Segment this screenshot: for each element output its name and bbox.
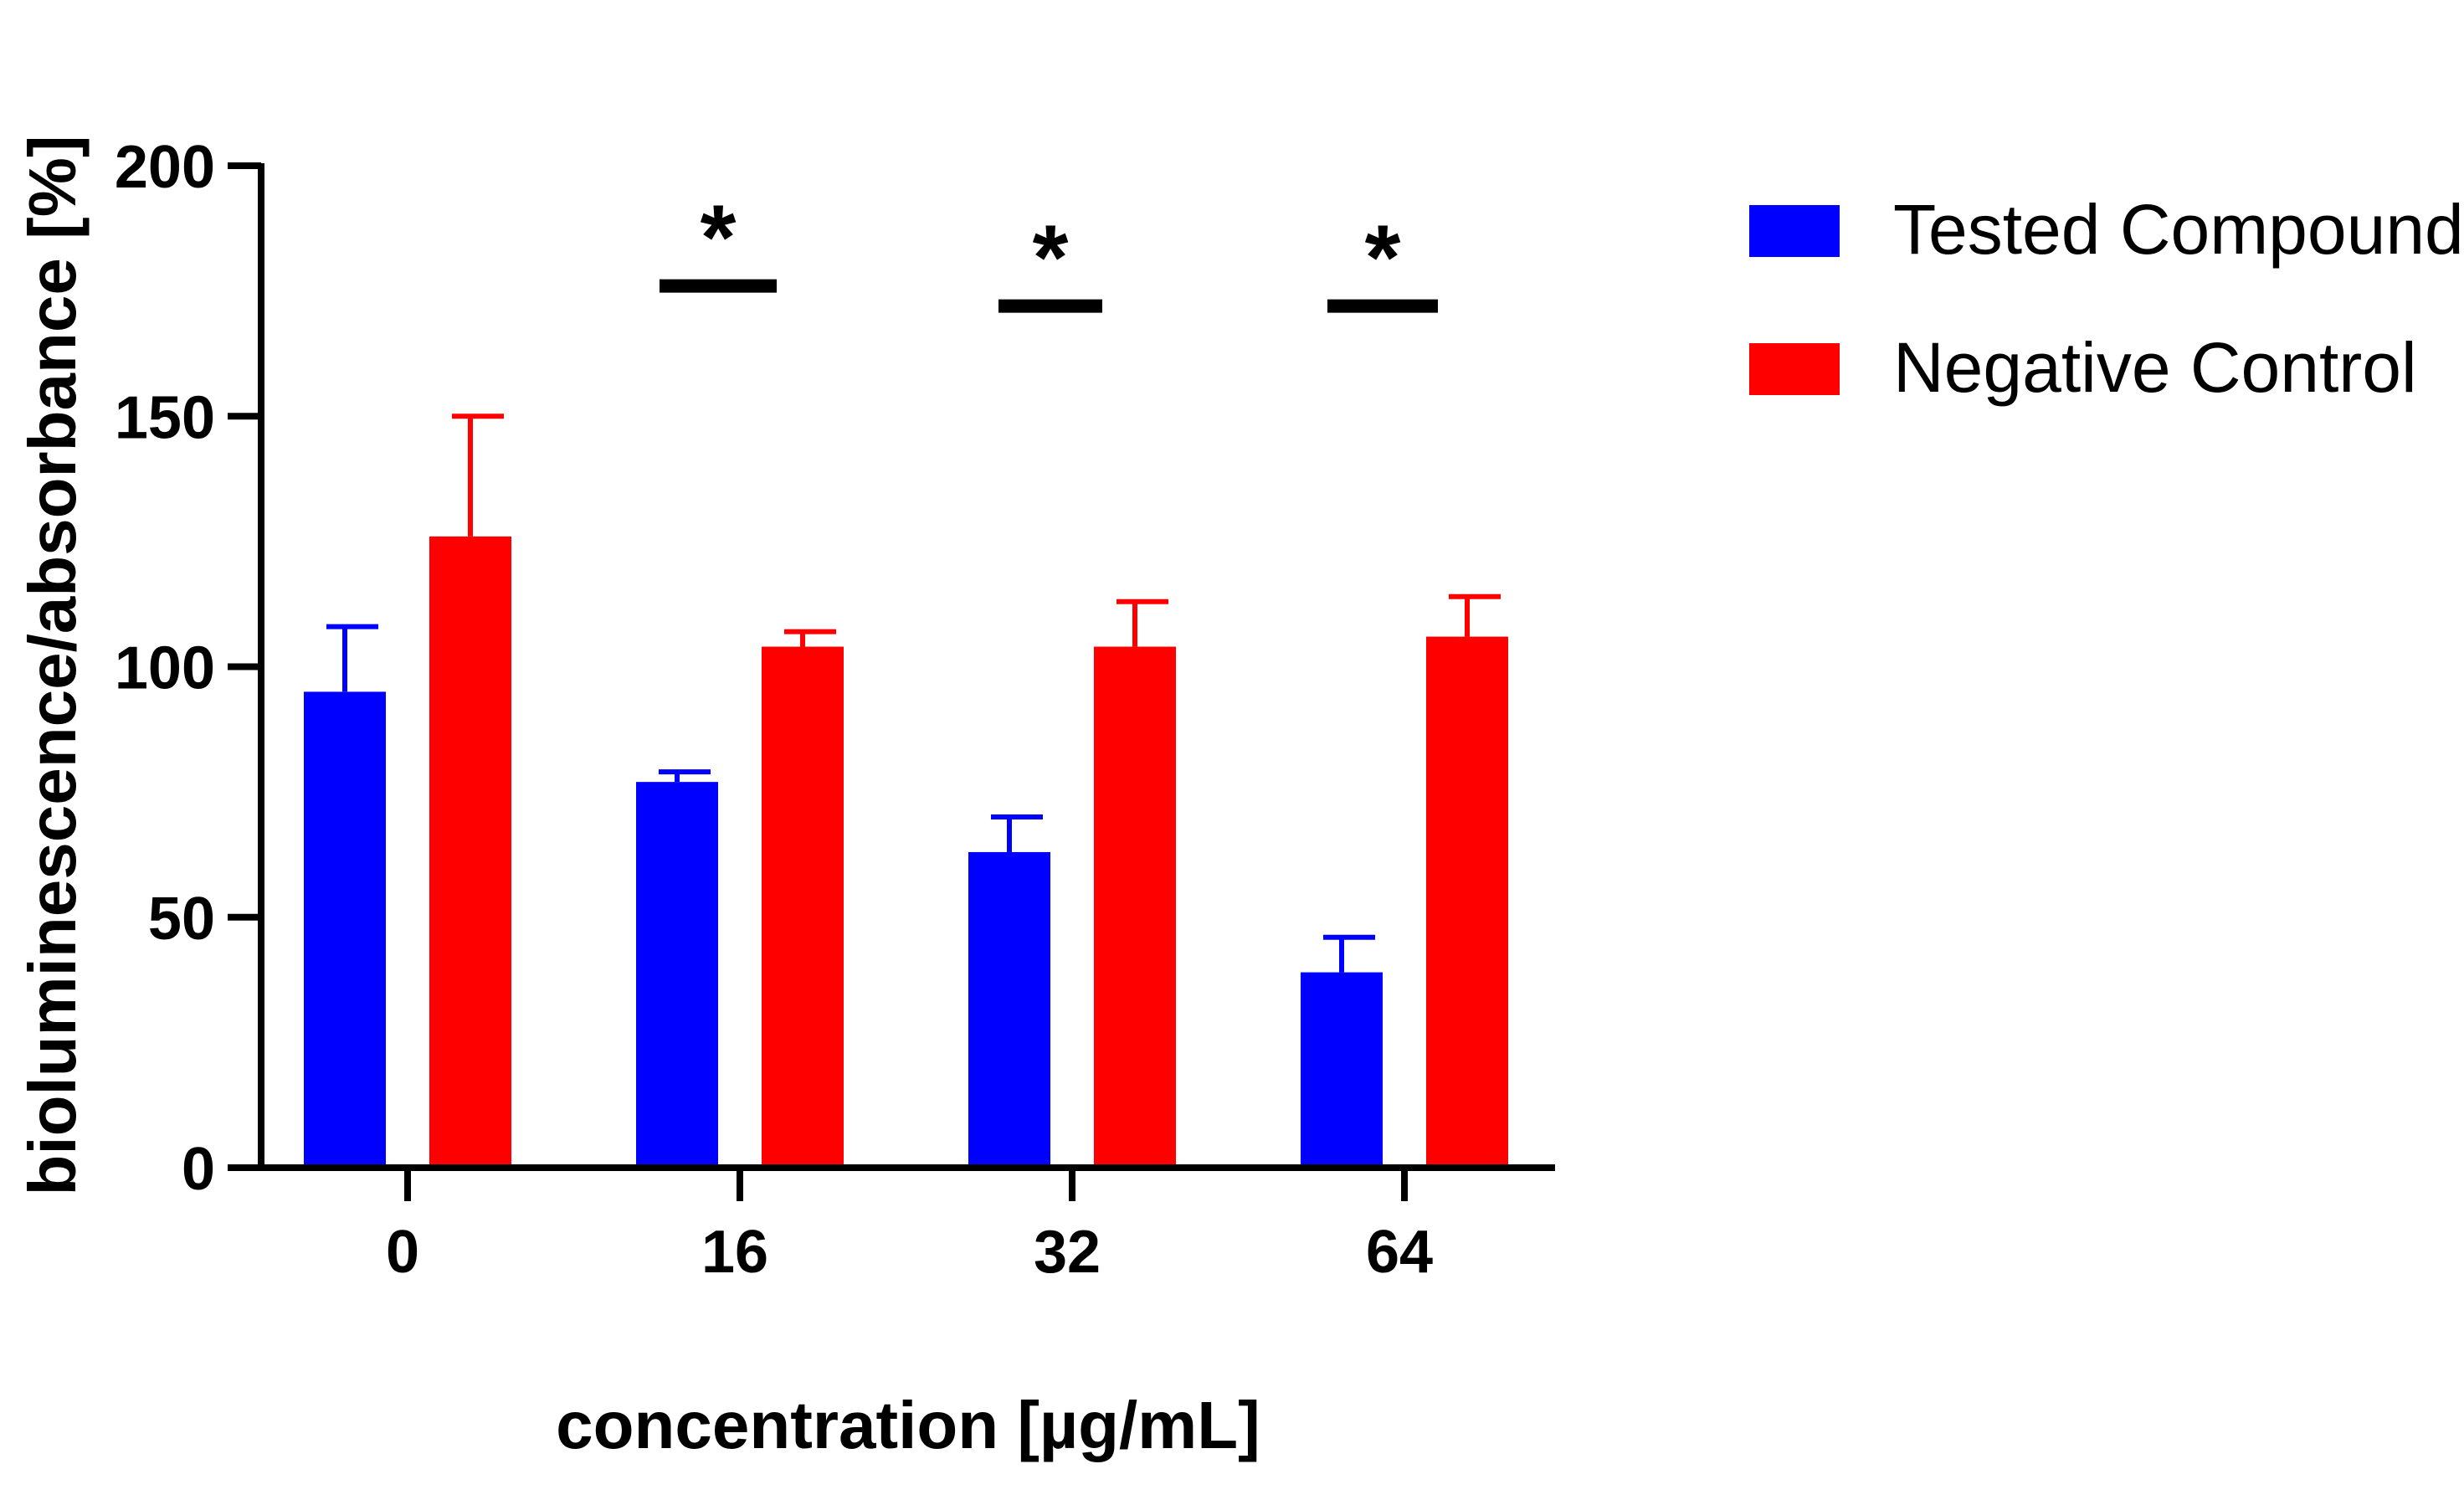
y-axis-title: bioluminescence/absorbance [%]: [15, 135, 90, 1195]
legend-swatch-tested-compound: [1749, 205, 1840, 257]
significance-star-16: *: [701, 187, 737, 290]
bars-layer: [304, 536, 1508, 1168]
legend-swatch-negative-control: [1749, 343, 1840, 395]
legend-label-negative-control: Negative Control: [1893, 328, 2417, 407]
error-bars-layer: [326, 414, 1501, 973]
y-tick-label-100: 100: [115, 635, 215, 702]
bar-negative-control-32: [1094, 646, 1176, 1168]
x-tick-label-0: 0: [386, 1219, 419, 1286]
legend: Tested Compound Negative Control: [1749, 190, 2464, 407]
y-tick-label-0: 0: [182, 1136, 215, 1203]
y-tick-label-50: 50: [148, 886, 215, 953]
bar-negative-control-0: [429, 536, 511, 1168]
legend-label-tested-compound: Tested Compound: [1893, 190, 2464, 269]
significance-star-32: *: [1033, 207, 1069, 310]
bar-tested-compound-32: [968, 851, 1050, 1168]
x-tick-label-32: 32: [1034, 1219, 1101, 1286]
significance-star-64: *: [1365, 207, 1401, 310]
y-tick-label-150: 150: [115, 384, 215, 451]
x-axis-title: concentration [µg/mL]: [556, 1388, 1260, 1462]
bar-tested-compound-16: [636, 782, 718, 1168]
significance-layer: * * *: [660, 187, 1438, 313]
bar-negative-control-64: [1426, 636, 1508, 1168]
x-tick-label-16: 16: [701, 1219, 768, 1286]
x-tick-label-64: 64: [1366, 1219, 1433, 1286]
axes-layer: 0 50 100 150 200 0 16 32 64: [115, 134, 1555, 1286]
bar-tested-compound-0: [304, 691, 386, 1168]
bar-negative-control-16: [762, 646, 844, 1168]
bar-tested-compound-64: [1301, 972, 1383, 1168]
y-tick-label-200: 200: [115, 134, 215, 201]
